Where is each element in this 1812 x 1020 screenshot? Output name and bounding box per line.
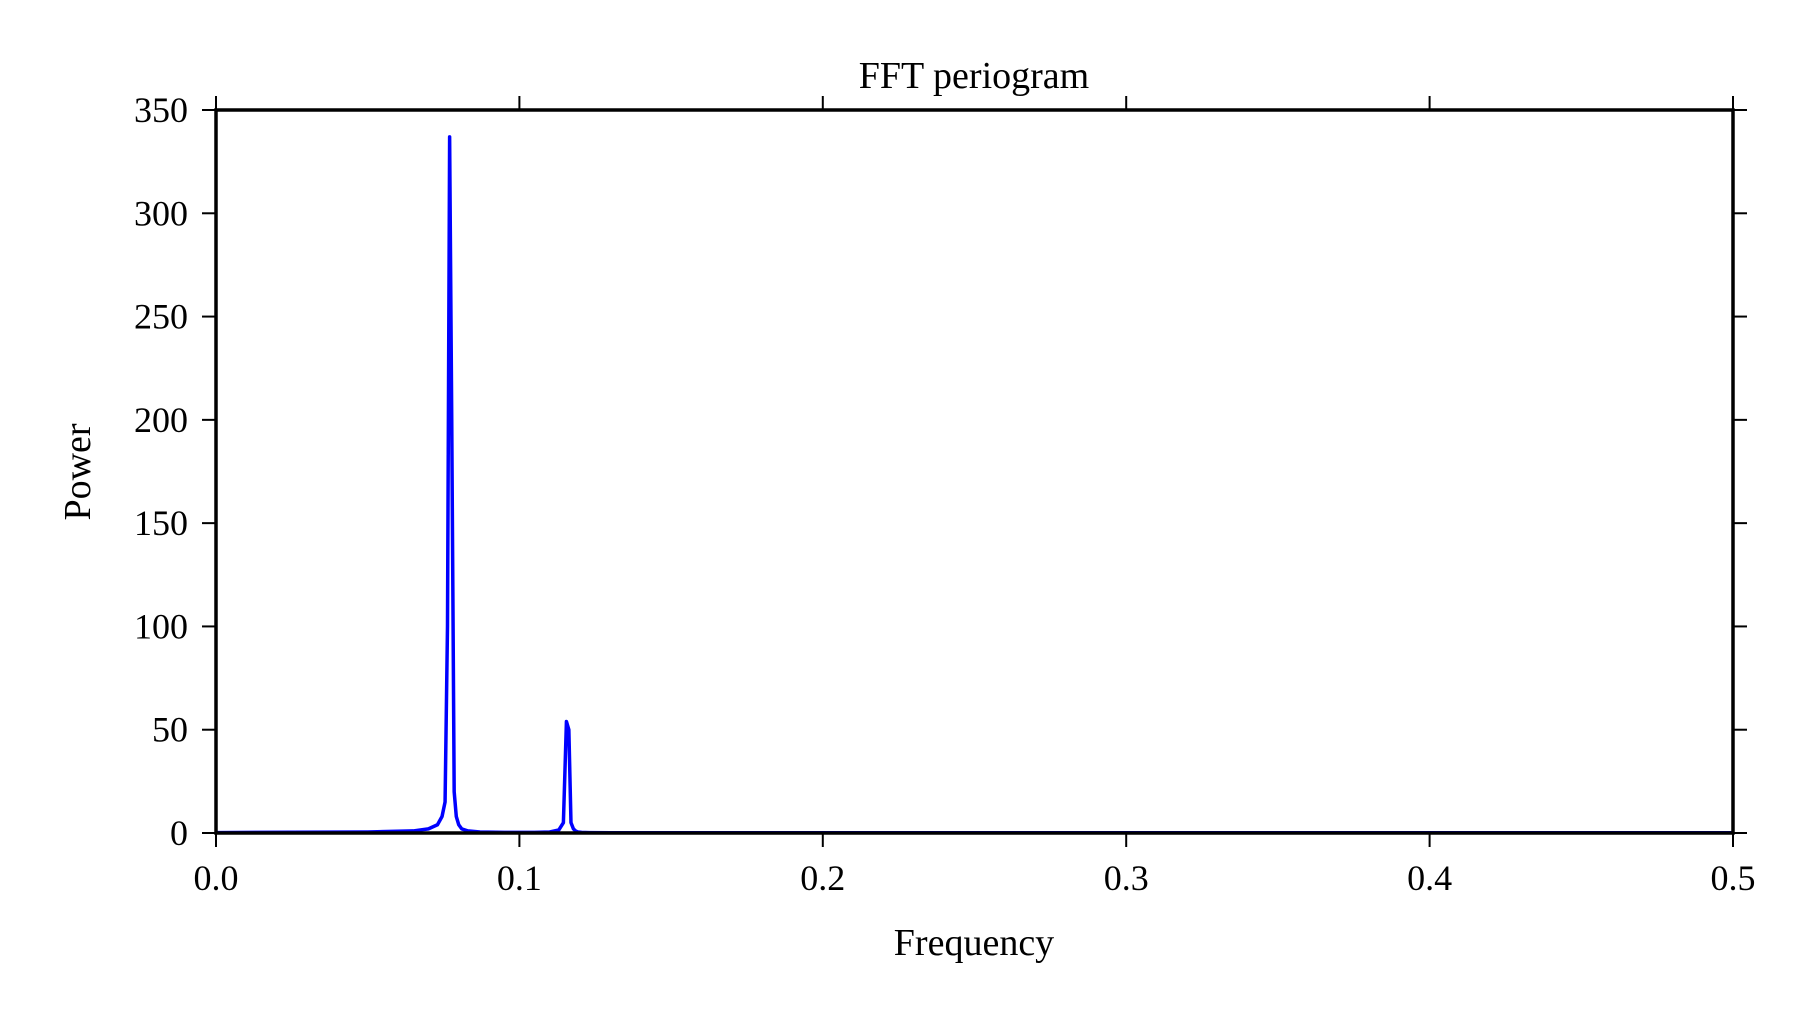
x-tick-label: 0.3 [1104, 858, 1149, 898]
y-tick-label: 50 [152, 710, 188, 750]
x-tick-label: 0.5 [1711, 858, 1756, 898]
power-series-line [215, 135, 1733, 835]
y-tick-label: 300 [134, 193, 188, 233]
chart-title: FFT periogram [859, 55, 1089, 97]
y-tick-label: 350 [134, 90, 188, 130]
y-tick-label: 100 [134, 606, 188, 646]
axis-ticks [202, 96, 1747, 847]
x-tick-label: 0.0 [194, 858, 239, 898]
y-tick-label: 0 [170, 813, 188, 853]
y-axis-title: Power [57, 423, 99, 520]
x-axis-title: Frequency [894, 922, 1054, 964]
y-tick-label: 250 [134, 297, 188, 337]
x-tick-label: 0.4 [1407, 858, 1452, 898]
y-tick-label: 200 [134, 400, 188, 440]
plot-frame [214, 108, 1735, 835]
axis-tick-labels: 0.0 0.1 0.2 0.3 0.4 0.5 0 50 100 150 200 250 300 350 [134, 90, 1756, 898]
x-tick-label: 0.2 [800, 858, 845, 898]
x-tick-label: 0.1 [497, 858, 542, 898]
y-tick-label: 150 [134, 503, 188, 543]
